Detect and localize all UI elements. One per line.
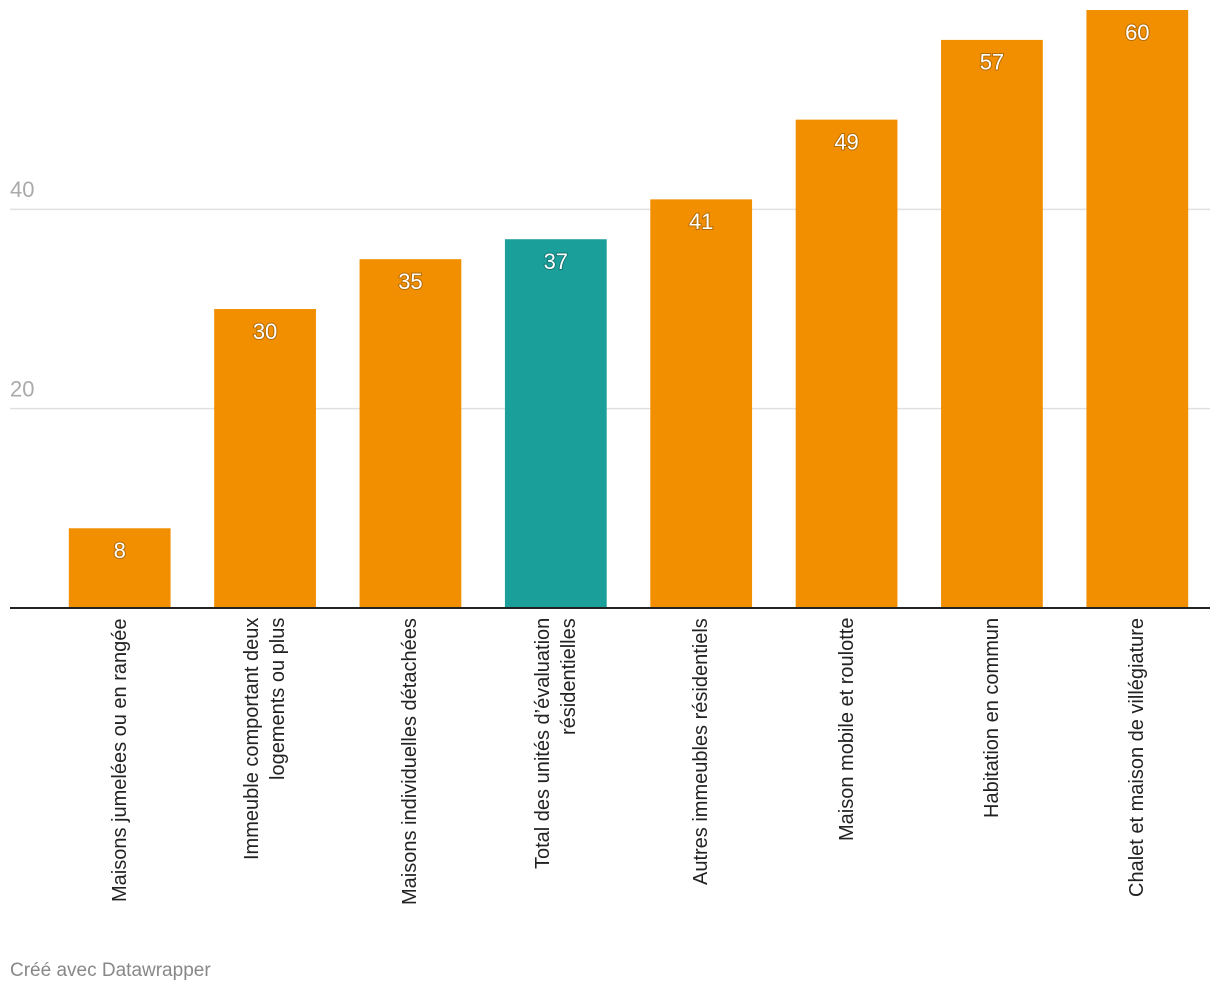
value-label: 57 [980, 50, 1004, 75]
x-tick-label: Immeuble comportant deux logements ou pl… [241, 618, 290, 861]
bar [68, 528, 171, 608]
x-tick-label: Autres immeubles résidentiels [690, 618, 713, 885]
x-tick-label: Habitation en commun [980, 618, 1003, 819]
value-label: 41 [689, 209, 713, 234]
value-label: 60 [1125, 20, 1149, 45]
value-label: 49 [834, 129, 858, 154]
bar [504, 239, 607, 608]
value-label: 35 [398, 269, 422, 294]
bar [214, 309, 316, 608]
y-tick-label: 40 [10, 177, 34, 202]
bar [650, 199, 753, 608]
x-tick-label: Maison mobile et roulotte [835, 618, 858, 842]
value-label: 8 [114, 538, 126, 563]
bar [795, 119, 898, 608]
y-tick-label: 20 [10, 376, 34, 401]
footer: Créé avec Datawrapper [10, 960, 211, 981]
x-tick-label: Chalet et maison de villégiature [1126, 618, 1149, 898]
bar [359, 259, 462, 608]
x-tick-label: Maisons jumelées ou en rangée [108, 618, 131, 902]
bar [1086, 10, 1189, 608]
value-label: 30 [253, 319, 277, 344]
x-tick-label: Maisons individuelles détachées [399, 618, 422, 905]
value-label: 37 [544, 249, 568, 274]
x-tick-label: Total des unités d’évaluation résidentie… [531, 618, 580, 870]
bar [941, 39, 1043, 608]
